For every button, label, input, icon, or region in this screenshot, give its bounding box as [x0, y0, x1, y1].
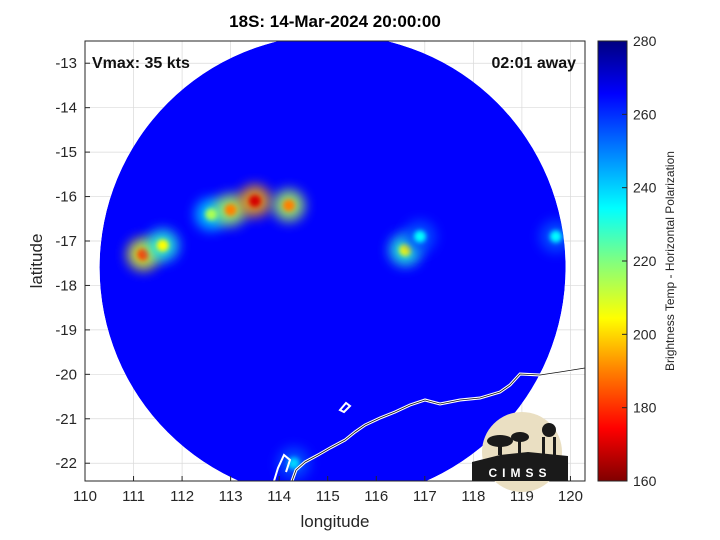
feature-core — [413, 230, 426, 243]
y-axis: -13 -14 -15 -16 -17 -18 -19 -20 -21 -22 — [55, 55, 90, 472]
coastline-west — [273, 453, 292, 481]
data-layer — [99, 41, 585, 481]
coastline-island — [338, 401, 352, 414]
chart-title: 18S: 14-Mar-2024 20:00:00 — [229, 12, 441, 31]
x-tick-label: 114 — [267, 488, 291, 505]
coastline-outline — [291, 367, 585, 481]
x-tick-label: 115 — [316, 488, 340, 505]
y-tick-label: -17 — [55, 233, 77, 250]
colorbar: 280 260 240 220 200 180 160 Brightness Temp - … — [597, 33, 677, 489]
x-tick-label: 112 — [170, 488, 194, 505]
vmax-annotation: Vmax: 35 kts — [92, 55, 190, 72]
colorbar-tick-label: 160 — [633, 473, 657, 489]
colorbar-label: Brightness Temp - Horizontal Polarizatio… — [663, 151, 677, 371]
colorbar-tick-label: 180 — [633, 400, 657, 416]
colorbar-tick-label: 260 — [633, 106, 657, 122]
feature-core — [205, 208, 218, 221]
colorbar-tick-label: 240 — [633, 180, 657, 196]
y-axis-label: latitude — [27, 234, 46, 289]
y-tick-label: -15 — [55, 144, 77, 161]
y-tick-label: -13 — [55, 55, 77, 72]
feature-core — [156, 239, 169, 252]
logo-text: CIMSS — [488, 466, 551, 480]
feature-core — [549, 230, 562, 243]
feature-core — [137, 248, 150, 261]
cimss-logo: CIMSS — [472, 412, 568, 492]
y-tick-label: -22 — [55, 455, 77, 472]
colorbar-tick-label: 280 — [633, 33, 657, 49]
colorbar-ticks: 280 260 240 220 200 180 160 — [622, 33, 657, 489]
colorbar-tick-label: 220 — [633, 253, 657, 269]
feature-core — [224, 203, 237, 216]
y-tick-label: -16 — [55, 189, 77, 206]
swath-disc — [99, 41, 566, 481]
colorbar-tick-label: 200 — [633, 326, 657, 342]
x-tick-label: 119 — [510, 488, 534, 505]
y-tick-label: -20 — [55, 366, 77, 383]
y-tick-label: -18 — [55, 277, 77, 294]
x-tick-label: 117 — [413, 488, 437, 505]
x-axis: 110 111 112 113 114 115 116 117 118 119 120 — [73, 476, 583, 505]
y-tick-label: -21 — [55, 411, 77, 428]
x-axis-label: longitude — [300, 512, 369, 531]
y-tick-label: -14 — [55, 100, 77, 117]
x-tick-label: 120 — [558, 488, 583, 505]
axes-frame — [84, 40, 586, 482]
x-tick-label: 118 — [461, 488, 485, 505]
feature-core — [282, 199, 295, 212]
x-tick-label: 110 — [73, 488, 97, 505]
x-tick-label: 116 — [364, 488, 388, 505]
x-tick-label: 111 — [122, 488, 145, 505]
time-offset-annotation: 02:01 away — [491, 55, 576, 72]
feature-core — [248, 195, 261, 207]
y-tick-label: -19 — [55, 322, 77, 339]
x-tick-label: 113 — [219, 488, 243, 505]
